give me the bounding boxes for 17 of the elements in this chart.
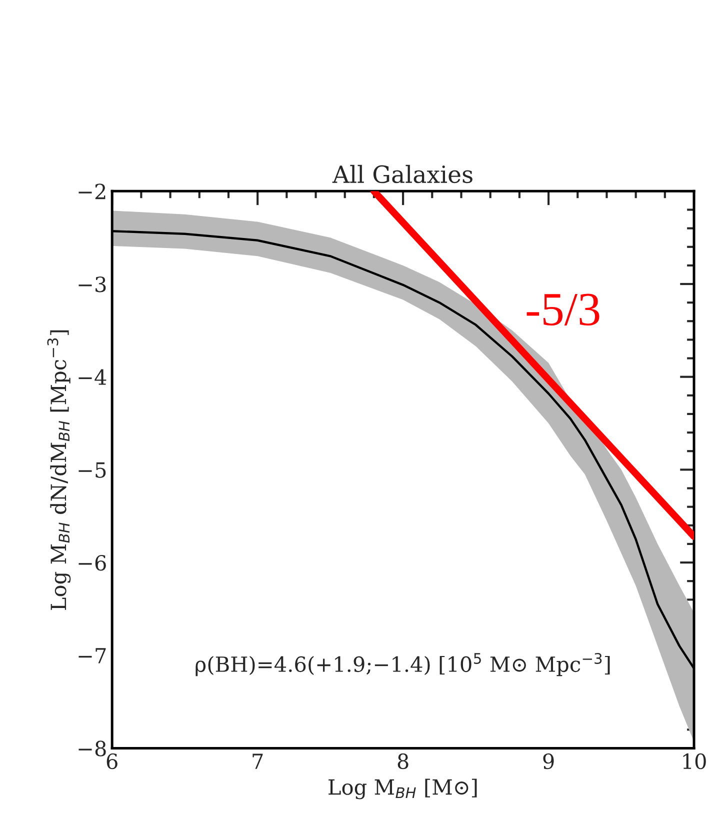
y-tick-label: −5 xyxy=(78,462,106,478)
y-tick-label: −2 xyxy=(78,184,106,200)
x-tick-label: 8 xyxy=(398,753,408,770)
annotation: ρ(BH)=4.6(+1.9;−1.4) [10$^{5}$ M⊙ Mpc$^{−3}$] xyxy=(196,652,610,676)
x-tick-label: 6 xyxy=(106,753,118,770)
x-tick-label: 9 xyxy=(543,753,554,770)
y-tick-label: −7 xyxy=(78,648,106,664)
x-axis-title: Log M$_{BH}$ [M⊙] xyxy=(328,778,477,800)
x-tick-label: 10 xyxy=(683,753,706,770)
y-tick-label: −4 xyxy=(78,369,106,385)
y-axis-title: Log M$_{BH}$ dN/dM$_{BH}$ [Mpc$^{−3}$] xyxy=(47,330,71,610)
y-tick-label: −8 xyxy=(78,740,106,756)
x-tick-label: 7 xyxy=(252,754,263,769)
chart-title: All Galaxies xyxy=(332,164,472,184)
y-tick-label: −6 xyxy=(78,554,106,571)
annotation: -5/3 xyxy=(526,294,600,326)
y-tick-label: −3 xyxy=(78,276,106,292)
